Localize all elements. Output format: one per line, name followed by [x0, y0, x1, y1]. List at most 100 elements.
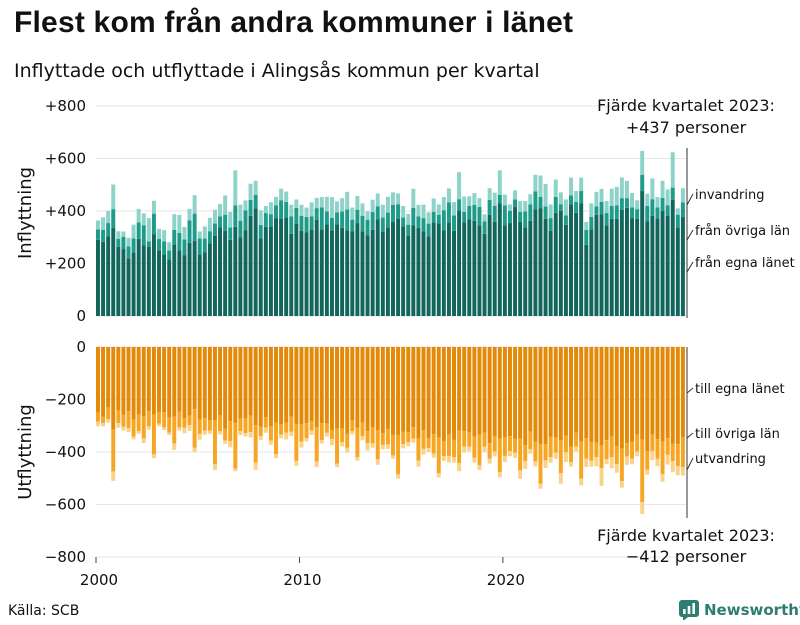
- bar-in-0: [548, 230, 553, 316]
- bar-out-0: [126, 347, 131, 412]
- bar-in-0: [263, 226, 268, 316]
- bar-out-2: [563, 452, 568, 462]
- bar-in-0: [345, 230, 350, 316]
- bar-out-1: [126, 411, 131, 429]
- bar-out-1: [146, 411, 151, 427]
- bar-out-0: [416, 347, 421, 439]
- bar-out-1: [335, 428, 340, 464]
- bar-in-0: [396, 218, 401, 316]
- bar-in-2: [391, 192, 395, 205]
- top-panel-bars: [96, 150, 685, 317]
- bar-out-0: [650, 347, 655, 435]
- bar-out-2: [604, 459, 609, 465]
- bar-in-1: [533, 191, 538, 210]
- bar-out-2: [543, 460, 548, 469]
- bar-out-1: [507, 436, 512, 452]
- bar-in-2: [579, 177, 584, 192]
- bar-in-2: [401, 206, 406, 218]
- bar-in-2: [452, 202, 456, 216]
- bar-in-0: [380, 232, 385, 316]
- bar-out-2: [645, 469, 650, 475]
- bar-out-2: [324, 432, 329, 437]
- bar-in-2: [421, 204, 426, 219]
- bar-out-0: [131, 347, 136, 420]
- bar-out-2: [538, 483, 543, 489]
- bar-in-1: [675, 214, 680, 228]
- bar-out-0: [533, 347, 538, 442]
- bar-out-2: [279, 434, 284, 439]
- bar-in-2: [218, 203, 223, 217]
- bottom-panel-bars: [96, 347, 685, 514]
- bar-out-1: [243, 418, 248, 434]
- bar-in-2: [457, 172, 462, 200]
- bar-in-1: [355, 209, 360, 224]
- bar-in-2: [594, 191, 599, 207]
- bar-in-0: [457, 211, 462, 316]
- bar-in-2: [670, 152, 675, 188]
- bar-in-2: [599, 188, 604, 202]
- bar-in-1: [665, 205, 670, 216]
- bar-in-1: [441, 210, 446, 231]
- bar-out-1: [157, 412, 161, 424]
- bar-in-2: [202, 226, 207, 239]
- bar-in-2: [365, 211, 370, 220]
- bar-in-0: [599, 214, 604, 316]
- bar-in-0: [294, 223, 299, 316]
- bar-in-1: [157, 238, 161, 251]
- bar-out-1: [670, 443, 675, 462]
- bar-in-2: [192, 195, 197, 214]
- bar-out-1: [268, 426, 273, 441]
- bar-in-0: [452, 230, 456, 316]
- bar-in-1: [604, 212, 609, 226]
- bar-out-0: [553, 347, 558, 438]
- bar-in-0: [614, 218, 619, 317]
- bar-in-1: [197, 238, 202, 255]
- bar-out-0: [335, 347, 340, 429]
- bar-in-1: [518, 211, 523, 222]
- bar-in-2: [589, 203, 594, 217]
- bar-out-2: [268, 440, 273, 445]
- bar-out-2: [223, 440, 228, 444]
- bar-out-0: [538, 347, 543, 444]
- bar-out-2: [136, 431, 141, 434]
- bar-in-2: [253, 180, 258, 195]
- bar-in-2: [299, 204, 304, 216]
- bar-in-1: [497, 194, 502, 204]
- bar-in-1: [274, 205, 278, 219]
- bar-in-1: [548, 218, 553, 231]
- bar-in-2: [614, 186, 619, 206]
- bar-in-2: [609, 188, 614, 207]
- bar-out-1: [574, 432, 579, 447]
- bar-out-2: [314, 461, 319, 467]
- bar-in-0: [212, 235, 217, 316]
- bar-in-1: [619, 198, 624, 210]
- bar-in-1: [289, 216, 294, 234]
- bar-in-2: [309, 202, 314, 217]
- bar-in-1: [243, 210, 248, 231]
- bar-in-0: [141, 245, 146, 317]
- bar-in-2: [106, 211, 111, 224]
- bar-in-1: [218, 216, 223, 228]
- bar-in-0: [675, 227, 680, 316]
- bar-out-1: [609, 436, 614, 457]
- bar-out-2: [263, 427, 268, 433]
- bar-in-2: [126, 237, 131, 247]
- bar-in-1: [538, 196, 543, 209]
- brand-name: Newsworthy: [704, 601, 800, 619]
- bar-out-0: [355, 347, 360, 428]
- y-tick-label: −200: [45, 391, 86, 409]
- bar-in-0: [279, 218, 284, 316]
- y-tick-label: +800: [45, 97, 86, 115]
- top-legend-labels: invandring från övriga län från egna länet: [686, 188, 795, 273]
- bar-out-1: [482, 432, 487, 447]
- bar-in-0: [101, 241, 106, 316]
- bar-in-1: [462, 211, 467, 223]
- legend-pointer: [686, 457, 694, 471]
- bar-in-1: [141, 225, 146, 246]
- bar-out-0: [441, 347, 446, 441]
- bar-out-1: [513, 438, 518, 453]
- bar-out-0: [263, 347, 268, 418]
- bar-in-0: [553, 212, 558, 316]
- bar-out-0: [207, 347, 212, 421]
- bar-in-1: [558, 204, 563, 211]
